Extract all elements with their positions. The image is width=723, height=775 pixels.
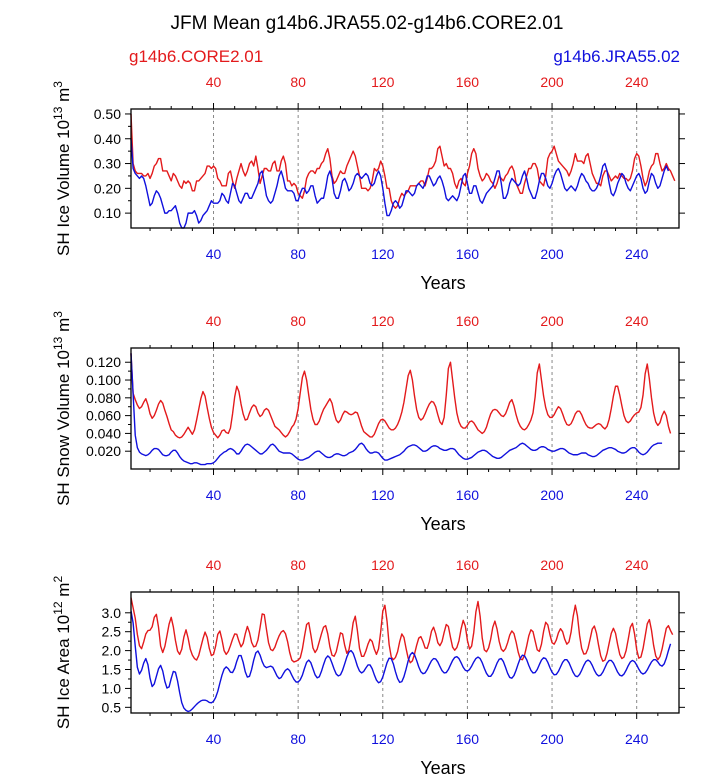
x-tick-label-top: 240 [625, 313, 649, 329]
x-tick-label-bottom: 80 [290, 246, 306, 262]
series-line-jra [130, 353, 663, 466]
y-tick-label: 0.020 [86, 443, 121, 459]
x-tick-label-top: 240 [625, 74, 649, 90]
plot-frame [130, 347, 680, 470]
y-tick-label: 0.40 [94, 131, 121, 147]
y-axis-label: SH Ice Area 1012 m2 [51, 576, 73, 730]
x-tick-label-bottom: 160 [456, 246, 480, 262]
x-tick-label-top: 160 [456, 557, 480, 573]
x-tick-label-top: 240 [625, 557, 649, 573]
y-tick-label: 0.10 [94, 205, 121, 221]
x-tick-label-bottom: 160 [456, 487, 480, 503]
x-tick-label-bottom: 200 [540, 487, 564, 503]
x-tick-label-bottom: 200 [540, 246, 564, 262]
legend-jra-label: g14b6.JRA55.02 [553, 47, 680, 66]
x-tick-label-top: 120 [371, 313, 395, 329]
x-tick-label-bottom: 200 [540, 731, 564, 747]
y-tick-label: 0.20 [94, 180, 121, 196]
x-tick-label-top: 200 [540, 313, 564, 329]
x-tick-label-top: 120 [371, 74, 395, 90]
series-line-jra [130, 138, 670, 229]
y-tick-label: 0.5 [102, 699, 122, 715]
plot-frame [130, 591, 680, 714]
legend-core-label: g14b6.CORE2.01 [129, 47, 263, 66]
x-tick-label-top: 80 [290, 557, 306, 573]
x-tick-label-bottom: 160 [456, 731, 480, 747]
y-axis-label: SH Ice Volume 1013 m3 [51, 81, 73, 256]
x-tick-label-bottom: 40 [206, 731, 222, 747]
x-tick-label-bottom: 120 [371, 246, 395, 262]
x-tick-label-bottom: 80 [290, 487, 306, 503]
x-tick-label-bottom: 40 [206, 246, 222, 262]
y-tick-label: 2.0 [102, 643, 122, 659]
x-axis-label: Years [420, 273, 465, 293]
plot-frame [130, 108, 680, 229]
series-line-jra [130, 610, 672, 713]
x-tick-label-top: 200 [540, 557, 564, 573]
series-line-core [130, 597, 674, 664]
y-tick-label: 3.0 [102, 605, 122, 621]
x-tick-label-top: 120 [371, 557, 395, 573]
panel-ice-volume: 0.10 0.20 0.30 0.40 0.50 40 40 80 80 120 120 160 160… [51, 74, 685, 293]
x-tick-label-bottom: 120 [371, 731, 395, 747]
x-tick-label-top: 40 [206, 313, 222, 329]
series-line-core [130, 113, 676, 209]
y-tick-label: 0.100 [86, 372, 121, 388]
chart-panels: 0.10 0.20 0.30 0.40 0.50 40 40 80 80 120 120 160 160… [51, 74, 685, 775]
x-tick-label-bottom: 240 [625, 731, 649, 747]
y-tick-label: 0.060 [86, 408, 121, 424]
chart-title: JFM Mean g14b6.JRA55.02-g14b6.CORE2.01 [171, 13, 564, 34]
y-tick-label: 0.080 [86, 390, 121, 406]
y-tick-label: 0.50 [94, 106, 121, 122]
y-tick-label: 1.5 [102, 662, 122, 678]
y-axis-label: SH Snow Volume 1013 m3 [51, 311, 73, 506]
x-tick-label-top: 160 [456, 313, 480, 329]
y-tick-label: 0.120 [86, 354, 121, 370]
x-tick-label-top: 200 [540, 74, 564, 90]
x-tick-label-top: 80 [290, 313, 306, 329]
x-axis-label: Years [420, 514, 465, 534]
panel-ice-area: 0.5 1.0 1.5 2.0 2.5 3.0 40 40 80 80 120 120 160 160 20… [51, 557, 685, 775]
x-tick-label-bottom: 240 [625, 487, 649, 503]
x-tick-label-bottom: 120 [371, 487, 395, 503]
x-tick-label-bottom: 80 [290, 731, 306, 747]
y-tick-label: 0.040 [86, 425, 121, 441]
x-tick-label-bottom: 40 [206, 487, 222, 503]
y-tick-label: 1.0 [102, 680, 122, 696]
x-tick-label-top: 160 [456, 74, 480, 90]
series-line-core [130, 353, 672, 439]
y-tick-label: 2.5 [102, 624, 122, 640]
x-tick-label-bottom: 240 [625, 246, 649, 262]
x-tick-label-top: 40 [206, 74, 222, 90]
y-tick-label: 0.30 [94, 156, 121, 172]
x-axis-label: Years [420, 758, 465, 775]
x-tick-label-top: 80 [290, 74, 306, 90]
x-tick-label-top: 40 [206, 557, 222, 573]
